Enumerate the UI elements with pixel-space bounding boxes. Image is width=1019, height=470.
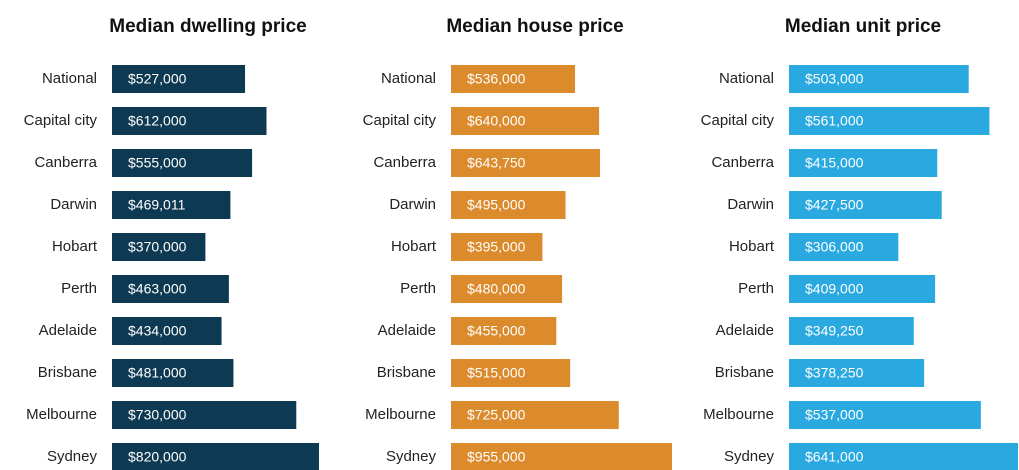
value-label: $503,000 (805, 71, 864, 87)
value-label: $409,000 (805, 281, 864, 297)
bar (112, 443, 319, 470)
bar (451, 317, 557, 345)
value-label: $378,250 (805, 365, 864, 381)
value-label: $643,750 (467, 155, 526, 171)
value-label: $415,000 (805, 155, 864, 171)
category-label: Hobart (52, 238, 98, 255)
bar (789, 191, 942, 219)
category-label: Sydney (386, 448, 437, 465)
value-label: $469,011 (128, 197, 186, 213)
bar (451, 359, 571, 387)
value-label: $481,000 (128, 365, 187, 381)
bar (789, 359, 925, 387)
category-label: Brisbane (38, 364, 97, 381)
value-label: $434,000 (128, 323, 187, 339)
category-label: Hobart (729, 238, 775, 255)
category-label: Brisbane (377, 364, 436, 381)
bar (112, 233, 206, 261)
value-label: $455,000 (467, 323, 526, 339)
bar (789, 65, 969, 93)
chart-title: Median house price (446, 16, 623, 37)
category-label: Capital city (701, 112, 775, 129)
category-label: Adelaide (39, 322, 97, 339)
value-label: $561,000 (805, 113, 864, 129)
value-label: $463,000 (128, 281, 187, 297)
category-label: Melbourne (703, 406, 774, 423)
bar (789, 317, 914, 345)
value-label: $527,000 (128, 71, 187, 87)
value-label: $555,000 (128, 155, 187, 171)
value-label: $640,000 (467, 113, 526, 129)
bar (112, 359, 234, 387)
category-label: Capital city (363, 112, 437, 129)
category-label: Adelaide (378, 322, 436, 339)
bar (789, 233, 899, 261)
category-label: Sydney (724, 448, 775, 465)
category-label: Melbourne (365, 406, 436, 423)
value-label: $725,000 (467, 407, 526, 423)
category-label: Capital city (24, 112, 98, 129)
bar (112, 65, 246, 93)
category-label: National (719, 70, 774, 87)
value-label: $427,500 (805, 197, 864, 213)
value-label: $730,000 (128, 407, 187, 423)
category-label: Canberra (373, 154, 436, 171)
bar (112, 107, 267, 135)
bar (451, 65, 576, 93)
bar (789, 275, 936, 303)
category-label: Darwin (389, 196, 436, 213)
bar (112, 317, 222, 345)
value-label: $395,000 (467, 239, 526, 255)
category-label: Darwin (727, 196, 774, 213)
value-label: $495,000 (467, 197, 526, 213)
value-label: $349,250 (805, 323, 864, 339)
bar (789, 107, 990, 135)
value-label: $820,000 (128, 449, 187, 465)
value-label: $480,000 (467, 281, 526, 297)
category-label: Melbourne (26, 406, 97, 423)
bar (451, 149, 600, 177)
category-label: Adelaide (716, 322, 774, 339)
bar (451, 443, 672, 470)
category-label: Canberra (711, 154, 774, 171)
category-label: Perth (738, 280, 774, 297)
bar (789, 443, 1018, 470)
category-label: Canberra (34, 154, 97, 171)
bar (789, 401, 981, 429)
category-label: Perth (400, 280, 436, 297)
bar (112, 401, 297, 429)
chart-title: Median unit price (785, 16, 941, 37)
value-label: $536,000 (467, 71, 526, 87)
category-label: Sydney (47, 448, 98, 465)
chart-title: Median dwelling price (109, 16, 306, 37)
value-label: $515,000 (467, 365, 526, 381)
value-label: $537,000 (805, 407, 864, 423)
category-label: National (42, 70, 97, 87)
bar (112, 275, 229, 303)
bar (451, 401, 619, 429)
bar (451, 233, 543, 261)
value-label: $306,000 (805, 239, 864, 255)
bar (789, 149, 938, 177)
category-label: National (381, 70, 436, 87)
category-label: Perth (61, 280, 97, 297)
value-label: $370,000 (128, 239, 187, 255)
value-label: $612,000 (128, 113, 187, 129)
category-label: Hobart (391, 238, 437, 255)
value-label: $955,000 (467, 449, 526, 465)
bar (451, 275, 563, 303)
bar (451, 191, 566, 219)
category-label: Brisbane (715, 364, 774, 381)
bar (112, 149, 253, 177)
bar (451, 107, 600, 135)
value-label: $641,000 (805, 449, 864, 465)
bar (112, 191, 231, 219)
category-label: Darwin (50, 196, 97, 213)
